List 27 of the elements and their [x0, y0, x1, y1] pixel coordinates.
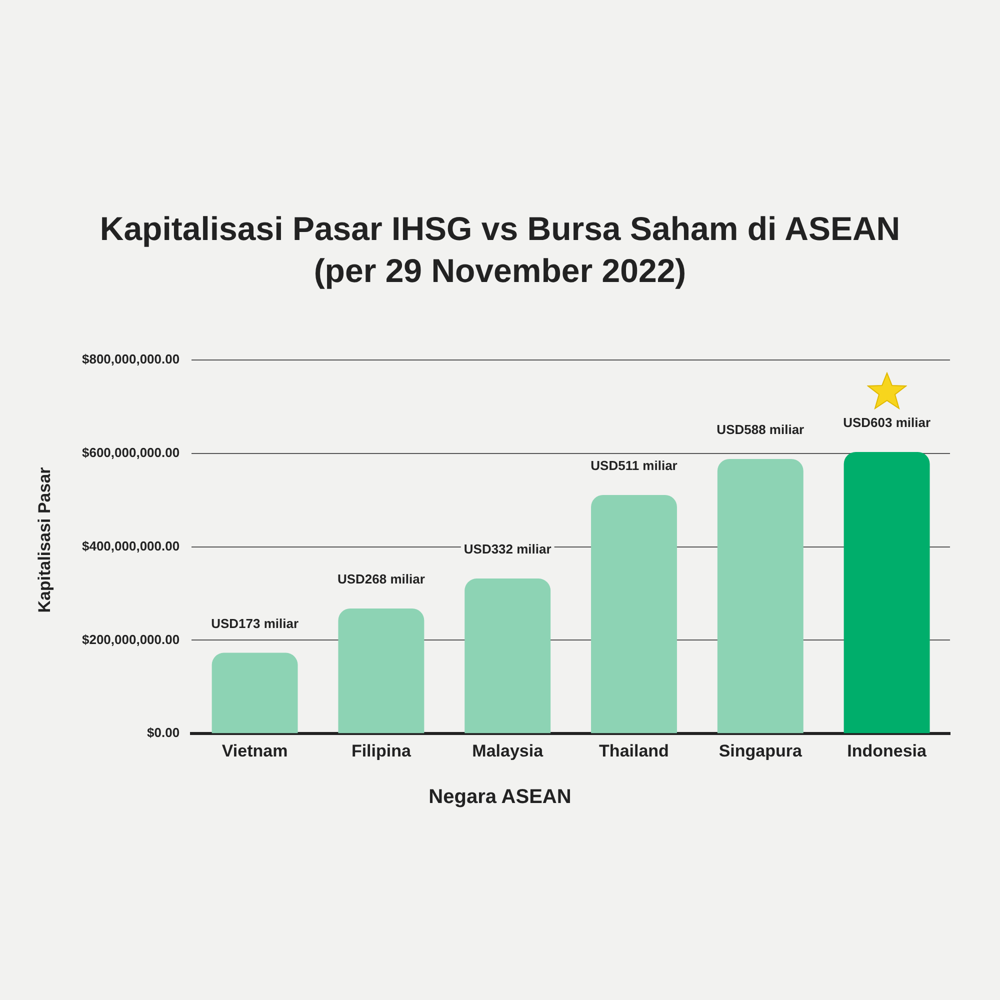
- chart-title: Kapitalisasi Pasar IHSG vs Bursa Saham di ASEAN: [98, 210, 902, 248]
- x-tick-label: Malaysia: [472, 741, 544, 760]
- y-tick-label: $600,000,000.00: [82, 444, 180, 460]
- y-tick-label: $400,000,000.00: [82, 538, 180, 554]
- bar: [212, 652, 298, 734]
- y-axis-title: Kapitalisasi Pasar: [35, 466, 55, 615]
- x-axis-title: Negara ASEAN: [428, 786, 572, 809]
- data-label: USD511 miliar: [590, 458, 678, 474]
- x-tick-label: Filipina: [351, 741, 412, 760]
- x-tick-label: Indonesia: [847, 741, 928, 760]
- x-tick-label: Singapura: [718, 741, 803, 760]
- data-label: USD332 miliar: [464, 542, 552, 557]
- bar: [464, 578, 551, 734]
- y-tick-label: $0.00: [147, 725, 180, 740]
- x-tick-label: Thailand: [599, 741, 669, 760]
- bar: [844, 452, 930, 734]
- x-tick-label: Vietnam: [222, 741, 288, 760]
- data-label: USD173 miliar: [211, 616, 299, 631]
- bar: [591, 494, 677, 734]
- y-tick-label: $800,000,000.00: [82, 352, 180, 367]
- data-label: USD268 miliar: [337, 572, 425, 587]
- chart-subtitle: (per 29 November 2022): [312, 252, 688, 290]
- data-label: USD588 miliar: [716, 422, 804, 438]
- y-tick-label: $200,000,000.00: [82, 632, 180, 647]
- bar: [717, 459, 804, 734]
- bar: [338, 608, 424, 734]
- data-label: USD603 miliar: [843, 415, 931, 430]
